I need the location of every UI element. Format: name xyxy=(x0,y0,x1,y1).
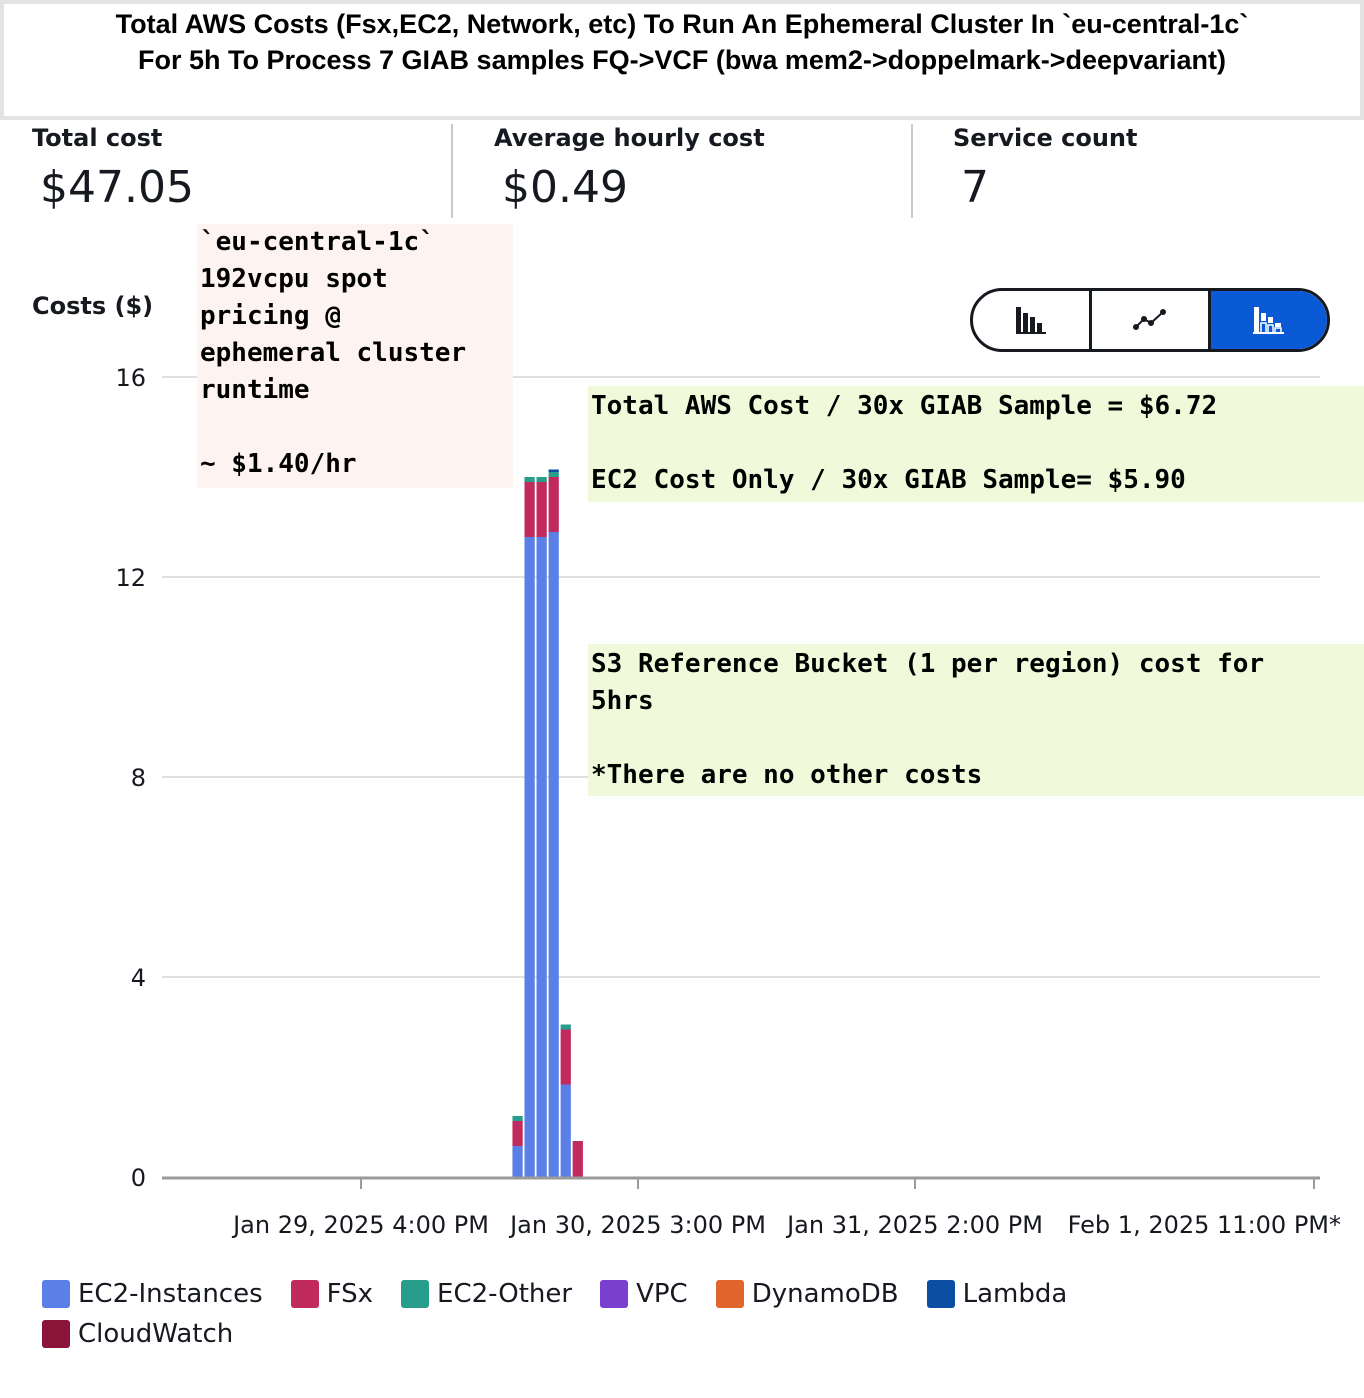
chart-title-line-2: For 5h To Process 7 GIAB samples FQ->VCF… xyxy=(137,45,1227,75)
bar-segment-ec2-other xyxy=(548,472,559,477)
legend-swatch xyxy=(42,1320,70,1348)
metric-service-count: Service count 7 xyxy=(953,122,1333,218)
metric-divider xyxy=(911,124,913,218)
metric-service-count-label: Service count xyxy=(953,124,1138,152)
metric-total-cost: Total cost $47.05 xyxy=(32,122,442,218)
y-tick-labels: 0 4 8 12 16 xyxy=(115,364,146,1192)
legend-item[interactable]: Lambda xyxy=(926,1279,1068,1309)
x-tick-label: Jan 29, 2025 4:00 PM xyxy=(231,1211,489,1239)
x-tick-label: Jan 30, 2025 3:00 PM xyxy=(508,1211,766,1239)
metric-total-cost-value: $47.05 xyxy=(40,162,194,213)
x-tick-labels: Jan 29, 2025 4:00 PM Jan 30, 2025 3:00 PM… xyxy=(231,1211,1341,1239)
bar-segment-fsx xyxy=(572,1141,583,1177)
legend-swatch xyxy=(401,1280,430,1308)
bar-segment-ec2-instances xyxy=(512,1146,523,1177)
legend-swatch xyxy=(290,1280,319,1308)
legend-item[interactable]: DynamoDB xyxy=(715,1279,899,1309)
bar-chart-icon xyxy=(1016,307,1046,334)
annotation-s3-reference-bucket: S3 Reference Bucket (1 per region) cost … xyxy=(588,644,1364,796)
legend-item[interactable]: FSx xyxy=(290,1279,374,1309)
metric-total-cost-label: Total cost xyxy=(32,124,163,152)
bar-segment-ec2-other xyxy=(512,1116,523,1121)
legend-label: VPC xyxy=(636,1279,688,1309)
chart-type-toggle[interactable] xyxy=(970,288,1330,352)
bar-segment-ec2-other xyxy=(560,1024,571,1030)
bar-segment-ec2-instances xyxy=(548,532,559,1177)
legend-label: CloudWatch xyxy=(78,1319,234,1349)
y-tick-label: 4 xyxy=(131,964,146,992)
bars xyxy=(512,469,583,1177)
x-tick-label: Jan 31, 2025 2:00 PM xyxy=(785,1211,1043,1239)
bar-segment-fsx xyxy=(536,482,547,537)
chart-title-box: Total AWS Costs (Fsx,EC2, Network, etc) … xyxy=(0,0,1364,120)
bar-segment-ec2-instances xyxy=(560,1084,571,1177)
annotation-cost-per-sample: Total AWS Cost / 30x GIAB Sample = $6.72… xyxy=(588,386,1364,502)
legend-item[interactable]: EC2-Other xyxy=(401,1279,573,1309)
y-tick-label: 0 xyxy=(131,1164,146,1192)
metric-divider xyxy=(451,124,453,218)
legend-label: FSx xyxy=(326,1279,374,1309)
bar-segment-ec2-instances xyxy=(524,537,535,1177)
legend-label: EC2-Other xyxy=(437,1279,573,1309)
y-tick-label: 12 xyxy=(115,564,146,592)
bar-chart-toggle-button[interactable] xyxy=(973,291,1092,349)
cost-chart: 0 4 8 12 16 Jan 29, 2025 4:00 PM Jan 30, 2025… xyxy=(115,364,1341,1239)
bar-segment-ec2-other xyxy=(524,477,535,482)
chart-legend: EC2-Instances FSx EC2-Other VPC DynamoDB Lamb… xyxy=(42,1279,1142,1360)
legend-swatch xyxy=(600,1280,629,1308)
legend-label: DynamoDB xyxy=(751,1279,899,1309)
x-tick-label: Feb 1, 2025 11:00 PM* xyxy=(1068,1211,1341,1239)
bar-segment-ec2-instances xyxy=(536,537,547,1177)
bar-segment-fsx xyxy=(548,477,559,532)
legend-item[interactable]: EC2-Instances xyxy=(42,1279,263,1309)
bar-segment-fsx xyxy=(524,482,535,537)
line-chart-icon xyxy=(1133,309,1166,330)
annotation-spot-pricing: `eu-central-1c` 192vcpu spot pricing @ e… xyxy=(197,224,513,488)
legend-label: Lambda xyxy=(962,1279,1068,1309)
legend-swatch xyxy=(42,1280,70,1308)
metric-average-hourly-cost-value: $0.49 xyxy=(502,162,628,213)
metric-average-hourly-cost-label: Average hourly cost xyxy=(494,124,765,152)
y-tick-label: 8 xyxy=(131,764,146,792)
legend-label: EC2-Instances xyxy=(78,1279,263,1309)
x-axis xyxy=(162,1176,1320,1189)
line-chart-toggle-button[interactable] xyxy=(1092,291,1211,349)
legend-item[interactable]: CloudWatch xyxy=(42,1319,234,1349)
metric-average-hourly-cost: Average hourly cost $0.49 xyxy=(494,122,894,218)
legend-swatch xyxy=(715,1280,744,1308)
legend-item[interactable]: VPC xyxy=(600,1279,688,1309)
y-tick-label: 16 xyxy=(115,364,146,392)
y-axis-label: Costs ($) xyxy=(32,292,154,320)
bar-segment-lambda xyxy=(548,469,559,472)
legend-swatch xyxy=(926,1280,955,1308)
bar-segment-fsx xyxy=(560,1029,571,1085)
bar-segment-ec2-other xyxy=(536,477,547,482)
stacked-bar-chart-icon xyxy=(1253,307,1284,334)
stacked-bar-chart-toggle-button[interactable] xyxy=(1211,291,1327,349)
metric-service-count-value: 7 xyxy=(961,162,989,213)
chart-title-line-1: Total AWS Costs (Fsx,EC2, Network, etc) … xyxy=(115,9,1249,39)
bar-segment-fsx xyxy=(512,1121,523,1146)
